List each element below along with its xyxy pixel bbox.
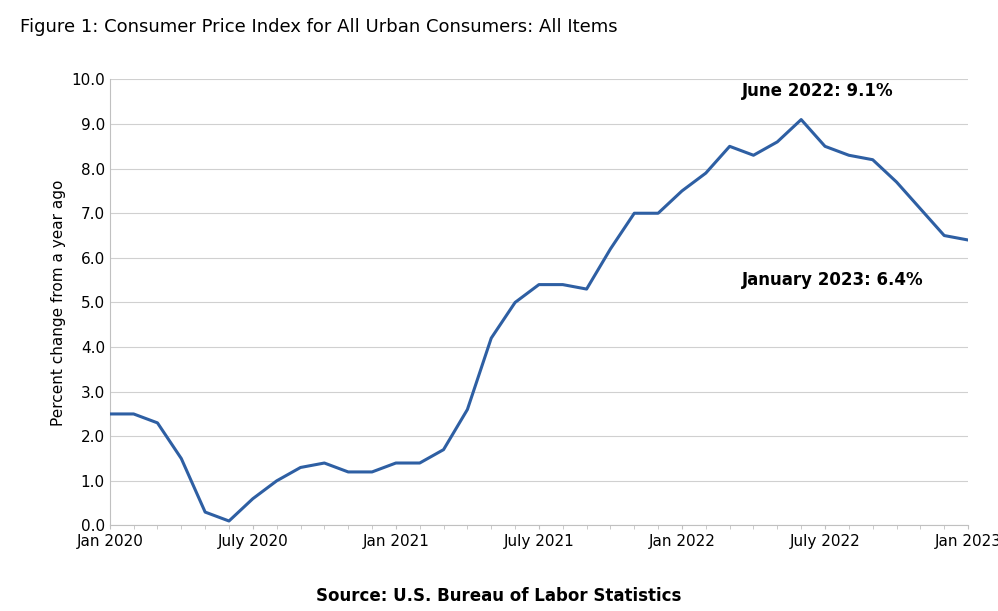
Text: January 2023: 6.4%: January 2023: 6.4%: [742, 271, 923, 289]
Text: June 2022: 9.1%: June 2022: 9.1%: [742, 81, 893, 100]
Y-axis label: Percent change from a year ago: Percent change from a year ago: [51, 179, 66, 426]
Text: Figure 1: Consumer Price Index for All Urban Consumers: All Items: Figure 1: Consumer Price Index for All U…: [20, 18, 618, 36]
Text: Source: U.S. Bureau of Labor Statistics: Source: U.S. Bureau of Labor Statistics: [316, 587, 682, 605]
